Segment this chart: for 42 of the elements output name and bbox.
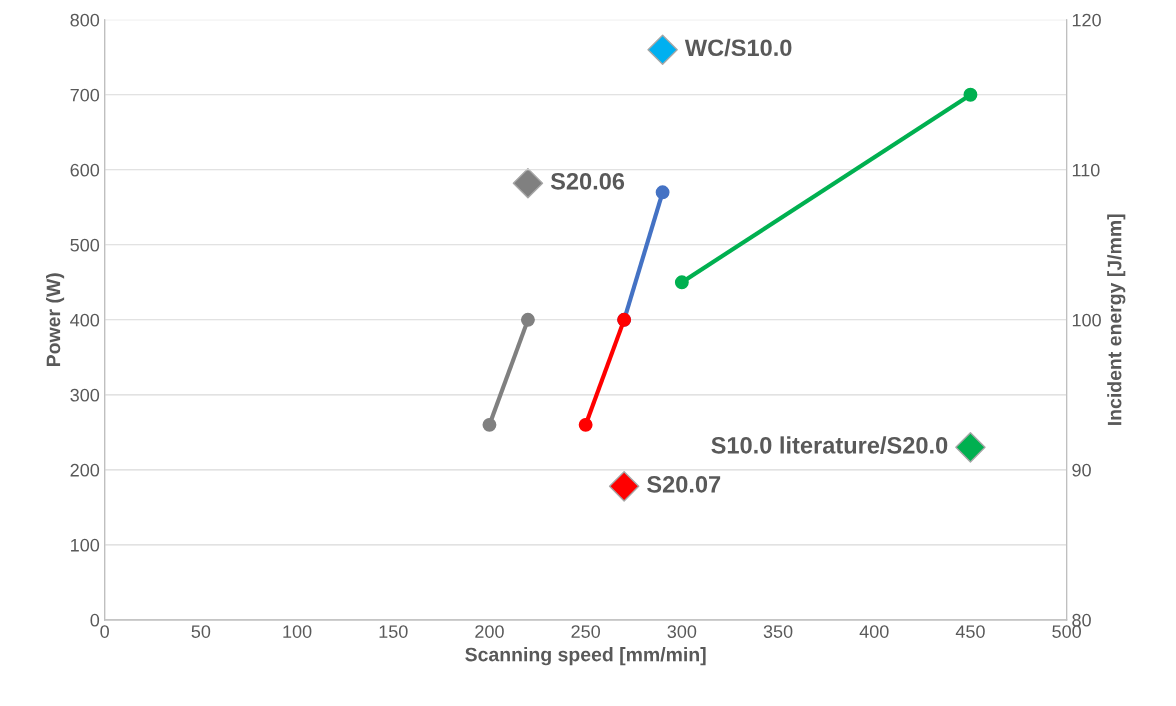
y-tick-label: 500: [70, 238, 100, 252]
y2-tick-label: 120: [1072, 13, 1101, 27]
y-tick-label: 700: [70, 88, 100, 102]
point: [578, 417, 593, 432]
y2-tick-label: 80: [1072, 613, 1091, 627]
x-tick-label: 500: [1052, 625, 1081, 638]
x-tick-label: 350: [763, 625, 793, 638]
x-tick-label: 100: [283, 625, 312, 638]
y2-axis-title: Incident energy [J/mm]: [1107, 214, 1126, 425]
point: [963, 87, 978, 102]
y-axis-title: Power (W): [46, 273, 65, 367]
x-tick-label: 400: [859, 625, 889, 638]
point: [520, 312, 535, 327]
point: [512, 168, 544, 199]
point: [655, 185, 670, 200]
y-tick-label: 200: [70, 463, 100, 477]
y-tick-label: 800: [70, 13, 100, 27]
point: [955, 432, 986, 463]
x-tick-label: 0: [100, 625, 109, 638]
point: [647, 34, 678, 66]
point: [482, 417, 497, 432]
series-label: S20.06: [550, 172, 625, 190]
x-tick-label: 250: [571, 625, 601, 638]
x-tick-label: 200: [475, 625, 504, 638]
x-axis-title: Scanning speed [mm/min]: [465, 647, 706, 666]
y-tick-label: 400: [70, 313, 100, 327]
series-label: WC/S10.0: [684, 38, 792, 57]
y2-tick-label: 90: [1072, 463, 1091, 477]
y2-tick-label: 100: [1072, 313, 1101, 327]
x-tick-label: 50: [191, 625, 211, 638]
x-tick-label: 150: [379, 625, 408, 638]
series-label: S10.0 literature/S20.0: [711, 436, 948, 454]
y-tick-label: 0: [90, 613, 100, 627]
x-tick-label: 450: [955, 625, 985, 638]
y2-tick-label: 110: [1072, 163, 1100, 177]
y-tick-label: 100: [71, 538, 100, 552]
point: [674, 275, 689, 290]
y-tick-label: 300: [70, 388, 100, 402]
x-tick-label: 300: [667, 625, 697, 638]
series-label: S20.07: [647, 475, 721, 493]
point: [608, 471, 640, 502]
y-tick-label: 600: [70, 163, 100, 177]
